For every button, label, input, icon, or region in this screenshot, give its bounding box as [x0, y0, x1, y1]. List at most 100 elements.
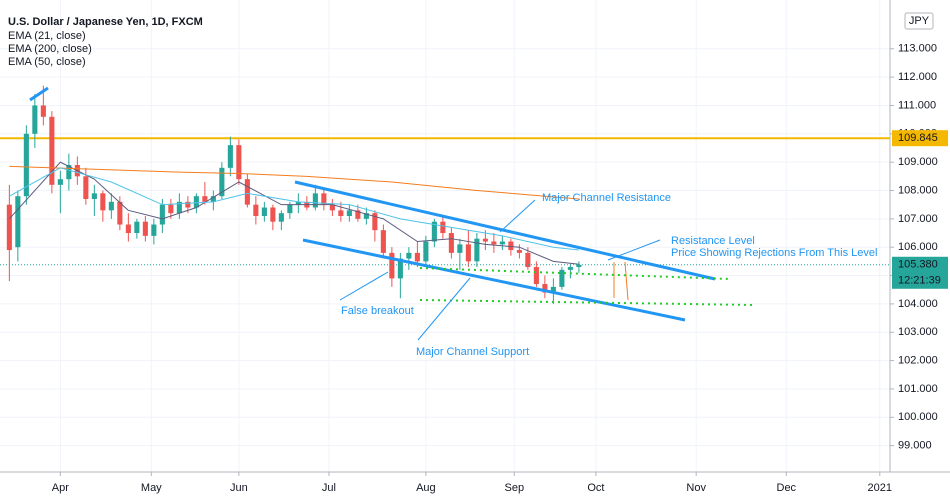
pointer-line — [417, 277, 471, 341]
candle-body — [346, 210, 352, 217]
annotation: False breakout — [341, 305, 414, 317]
y-tick-label: 109.000 — [898, 156, 938, 168]
candle-body — [244, 179, 250, 205]
candle-body — [372, 213, 378, 231]
axes: 99.000 100.000 101.000 102.000 103.000 104.00… — [52, 43, 948, 494]
candle-body — [542, 284, 548, 293]
candle-body — [57, 179, 63, 185]
x-tick-label: Sep — [504, 482, 524, 494]
candle-body — [440, 221, 446, 234]
candle-body — [185, 201, 191, 208]
candle-body — [117, 201, 123, 225]
candle-body — [168, 204, 174, 214]
chart-title: U.S. Dollar / Japanese Yen, 1D, FXCM — [8, 16, 203, 28]
candle-body — [380, 230, 386, 253]
candle-body — [474, 238, 480, 262]
candle-body — [219, 167, 225, 197]
legend-entry: EMA (200, close) — [8, 43, 92, 55]
channel-support — [302, 238, 686, 322]
last-price-label: 105.380 — [898, 259, 938, 271]
y-tick-label: 102.000 — [898, 354, 938, 366]
candle-body — [159, 204, 165, 225]
last-price-box — [892, 256, 948, 289]
candle-body — [176, 201, 182, 214]
candle-body — [32, 105, 38, 134]
candle-body — [295, 201, 301, 205]
candle-body — [142, 221, 148, 236]
candle-body — [287, 204, 293, 214]
candle-body — [236, 145, 242, 180]
y-tick-label: 106.000 — [898, 241, 938, 253]
candle-body — [100, 193, 106, 211]
legend-entry: EMA (21, close) — [8, 30, 86, 42]
candle-body — [261, 207, 267, 217]
candle-body — [457, 244, 463, 253]
x-tick-label: Aug — [416, 482, 436, 494]
x-tick-label: Jun — [230, 482, 248, 494]
trend-line — [29, 86, 49, 102]
candle-body — [363, 213, 369, 219]
candle-body — [397, 258, 403, 279]
candle-body — [83, 176, 89, 200]
candle-body — [253, 204, 259, 217]
candle-body — [23, 133, 29, 197]
currency-box — [904, 12, 934, 30]
currency: JPY — [909, 15, 930, 27]
candle-body — [210, 196, 216, 202]
ema-line — [9, 165, 579, 200]
x-tick-label: Oct — [587, 482, 604, 494]
candle-body — [576, 264, 582, 268]
candle-body — [431, 221, 437, 242]
candle-body — [559, 269, 565, 287]
candle-body — [193, 196, 199, 208]
candle-body — [355, 210, 361, 219]
candle-body — [278, 213, 284, 222]
ema-line — [8, 161, 579, 265]
arrow — [624, 261, 629, 301]
candle-body — [151, 224, 157, 236]
x-tick-label: Dec — [777, 482, 797, 494]
candle-body — [6, 204, 12, 251]
candle-body — [533, 267, 539, 285]
candle-body — [525, 252, 531, 268]
legend-entry: EMA (50, close) — [8, 56, 86, 68]
y-tick-label: 100.000 — [898, 411, 938, 423]
candle-body — [125, 224, 131, 234]
annotation: Resistance Level — [671, 235, 755, 247]
pointer-line — [339, 271, 389, 301]
y-tick-label: 99.000 — [898, 440, 932, 452]
level-label: 109.845 — [898, 132, 938, 144]
y-tick-label: 108.000 — [898, 184, 938, 196]
y-tick-label: 101.000 — [898, 383, 938, 395]
x-tick-label: Apr — [52, 482, 69, 494]
y-tick-label: 107.000 — [898, 213, 938, 225]
candle-body — [516, 250, 522, 253]
level-label-box — [892, 130, 948, 147]
candle-body — [91, 193, 97, 200]
pointer-line — [499, 199, 536, 233]
drawings: Major Channel Resistance Resistance Leve… — [29, 86, 877, 358]
candle-body — [270, 207, 276, 222]
x-tick-label: Jul — [322, 482, 336, 494]
candle-body — [508, 241, 514, 251]
x-tick-label: May — [141, 482, 162, 494]
ema-line — [9, 167, 579, 251]
candle-body — [414, 252, 420, 262]
pointer-line — [607, 239, 661, 261]
x-tick-label: Nov — [686, 482, 706, 494]
candle-body — [567, 267, 573, 270]
candle-body — [338, 210, 344, 217]
candle-body — [15, 196, 21, 248]
support-dotted — [419, 267, 731, 280]
candle-body — [406, 252, 412, 259]
plot — [0, 85, 890, 304]
countdown: 12:21:39 — [898, 275, 941, 287]
annotation: Major Channel Support — [416, 346, 529, 358]
candle-body — [134, 221, 140, 234]
candle-body — [321, 193, 327, 205]
annotation: Price Showing Rejections From This Level — [671, 247, 877, 259]
x-tick-label: 2021 — [868, 482, 892, 494]
candle-body — [108, 201, 114, 211]
annotation: Major Channel Resistance — [542, 192, 671, 204]
candle-body — [499, 241, 505, 245]
